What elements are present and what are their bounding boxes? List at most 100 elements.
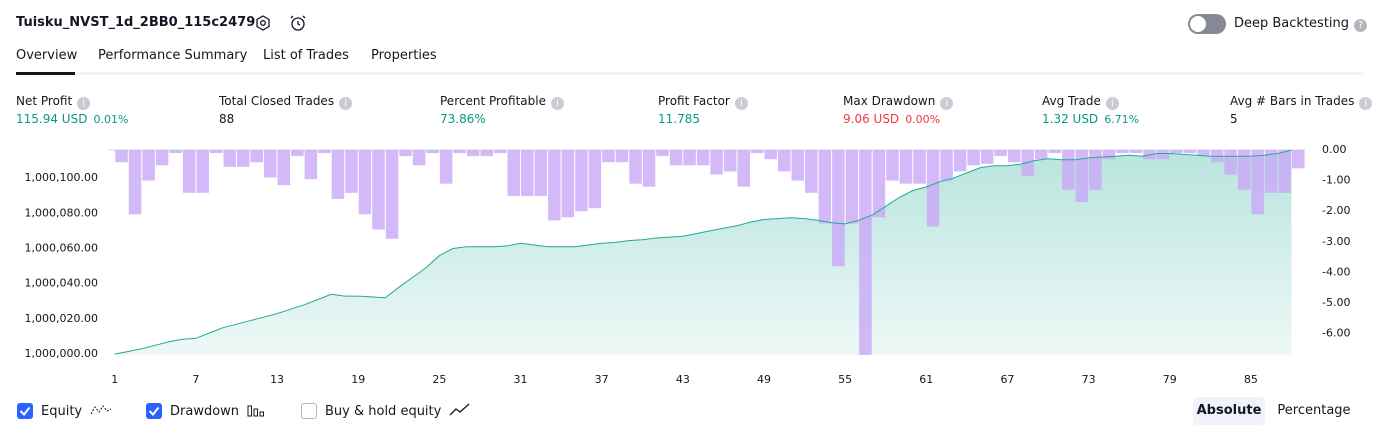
metric-label-text: Avg Trade [1042, 94, 1101, 108]
drawdown-bar [264, 150, 277, 178]
deep-backtesting-toggle[interactable] [1188, 14, 1226, 34]
drawdown-bar [182, 150, 196, 193]
y2-tick-label: -2.00 [1322, 204, 1350, 217]
tab[interactable]: List of Trades [263, 48, 349, 63]
info-icon[interactable]: i [1105, 97, 1119, 110]
drawdown-bar [764, 150, 778, 160]
drawdown-bar [142, 150, 155, 181]
drawdown-bar [1007, 150, 1021, 163]
drawdown-bar [750, 150, 764, 154]
drawdown-bar [1102, 150, 1116, 160]
drawdown-bar [1062, 150, 1075, 190]
drawdown-bar [561, 150, 575, 218]
metric-label: Percent Profitable i [440, 94, 564, 110]
drawdown-bar [453, 150, 466, 154]
drawdown-bar [845, 150, 859, 224]
drawdown-bar [899, 150, 913, 184]
drawdown-bar [602, 150, 615, 163]
drawdown-bar [507, 150, 521, 196]
y-tick-label: 1,000,100.00 [25, 171, 98, 184]
x-tick-label: 85 [1244, 373, 1258, 386]
legend-label: Buy & hold equity [325, 404, 442, 419]
y-tick-label: 1,000,040.00 [25, 277, 98, 290]
x-tick-label: 55 [838, 373, 852, 386]
metric-value-text: 11.785 [658, 112, 700, 126]
drawdown-bar [1170, 150, 1183, 154]
x-tick-label: 1 [111, 373, 118, 386]
info-icon[interactable]: i [940, 97, 954, 110]
drawdown-bar [372, 150, 385, 230]
drawdown-bar [1089, 150, 1102, 190]
y2-tick-label: -4.00 [1322, 265, 1350, 278]
tab-divider [16, 72, 1363, 75]
drawdown-bar [1116, 150, 1129, 154]
drawdown-bar [1075, 150, 1089, 203]
info-icon[interactable]: i [550, 97, 564, 110]
metric-label-text: Avg # Bars in Trades [1230, 94, 1355, 108]
info-icon[interactable]: i [339, 97, 353, 110]
legend-item[interactable]: Drawdown [146, 402, 269, 419]
drawdown-bar [642, 150, 656, 187]
drawdown-bar [196, 150, 209, 193]
checkbox[interactable] [301, 403, 317, 419]
legend-label: Drawdown [170, 404, 240, 419]
x-tick-label: 49 [757, 373, 771, 386]
drawdown-bar [1224, 150, 1237, 175]
drawdown-bar [629, 150, 642, 184]
metric-value: 88 [219, 112, 234, 126]
tab[interactable]: Properties [371, 48, 437, 63]
checkbox[interactable] [17, 403, 33, 419]
tab[interactable]: Performance Summary [98, 48, 248, 63]
metric-label: Profit Factor i [658, 94, 748, 110]
drawdown-bar [791, 150, 805, 181]
drawdown-bar [223, 150, 236, 167]
drawdown-bar [859, 150, 872, 355]
drawdown-bar [994, 150, 1007, 157]
drawdown-bar [832, 150, 845, 267]
x-tick-label: 79 [1163, 373, 1177, 386]
y2-tick-label: -5.00 [1322, 296, 1350, 309]
info-icon[interactable]: i [1359, 97, 1373, 110]
metric-sub: 6.71% [1104, 113, 1140, 126]
metric-label-text: Max Drawdown [843, 94, 936, 108]
metric-label-text: Profit Factor [658, 94, 730, 108]
legend-icon [90, 404, 112, 419]
drawdown-bar [1278, 150, 1291, 193]
metric-label: Avg # Bars in Trades i [1230, 94, 1373, 110]
metric-sub: 0.01% [93, 113, 129, 126]
legend-item[interactable]: Buy & hold equity [301, 402, 471, 419]
x-tick-label: 61 [919, 373, 933, 386]
metric-label-text: Net Profit [16, 94, 73, 108]
drawdown-bar [778, 150, 791, 172]
drawdown-bar [656, 150, 669, 157]
alert-icon[interactable] [291, 17, 305, 31]
info-icon[interactable]: i [734, 97, 748, 110]
drawdown-bar [805, 150, 818, 193]
drawdown-bar [886, 150, 899, 181]
drawdown-bar [331, 150, 345, 199]
drawdown-bar [1197, 150, 1210, 157]
metric-label: Total Closed Trades i [219, 94, 353, 110]
header-icons [256, 15, 306, 31]
scale-button-active[interactable]: Absolute [1193, 397, 1265, 425]
settings-icon[interactable] [256, 15, 270, 31]
x-tick-label: 67 [1000, 373, 1014, 386]
info-icon[interactable]: i [77, 97, 91, 110]
legend-item[interactable]: Equity [17, 402, 112, 419]
scale-button[interactable]: Percentage [1277, 403, 1351, 418]
metric-value-text: 5 [1230, 112, 1238, 126]
drawdown-bar [926, 150, 940, 227]
drawdown-bar [913, 150, 926, 184]
y2-tick-label: -3.00 [1322, 235, 1350, 248]
drawdown-bar [669, 150, 683, 166]
checkbox[interactable] [146, 403, 162, 419]
metric-value-text: 1.32 USD [1042, 112, 1099, 126]
x-tick-label: 19 [351, 373, 365, 386]
metric-value: 115.94 USD 0.01% [16, 112, 128, 126]
metric-value-text: 73.86% [440, 112, 486, 126]
drawdown-bar [115, 150, 128, 163]
drawdown-bar [548, 150, 561, 221]
tab-underline [16, 72, 75, 75]
tab-active[interactable]: Overview [16, 48, 78, 63]
